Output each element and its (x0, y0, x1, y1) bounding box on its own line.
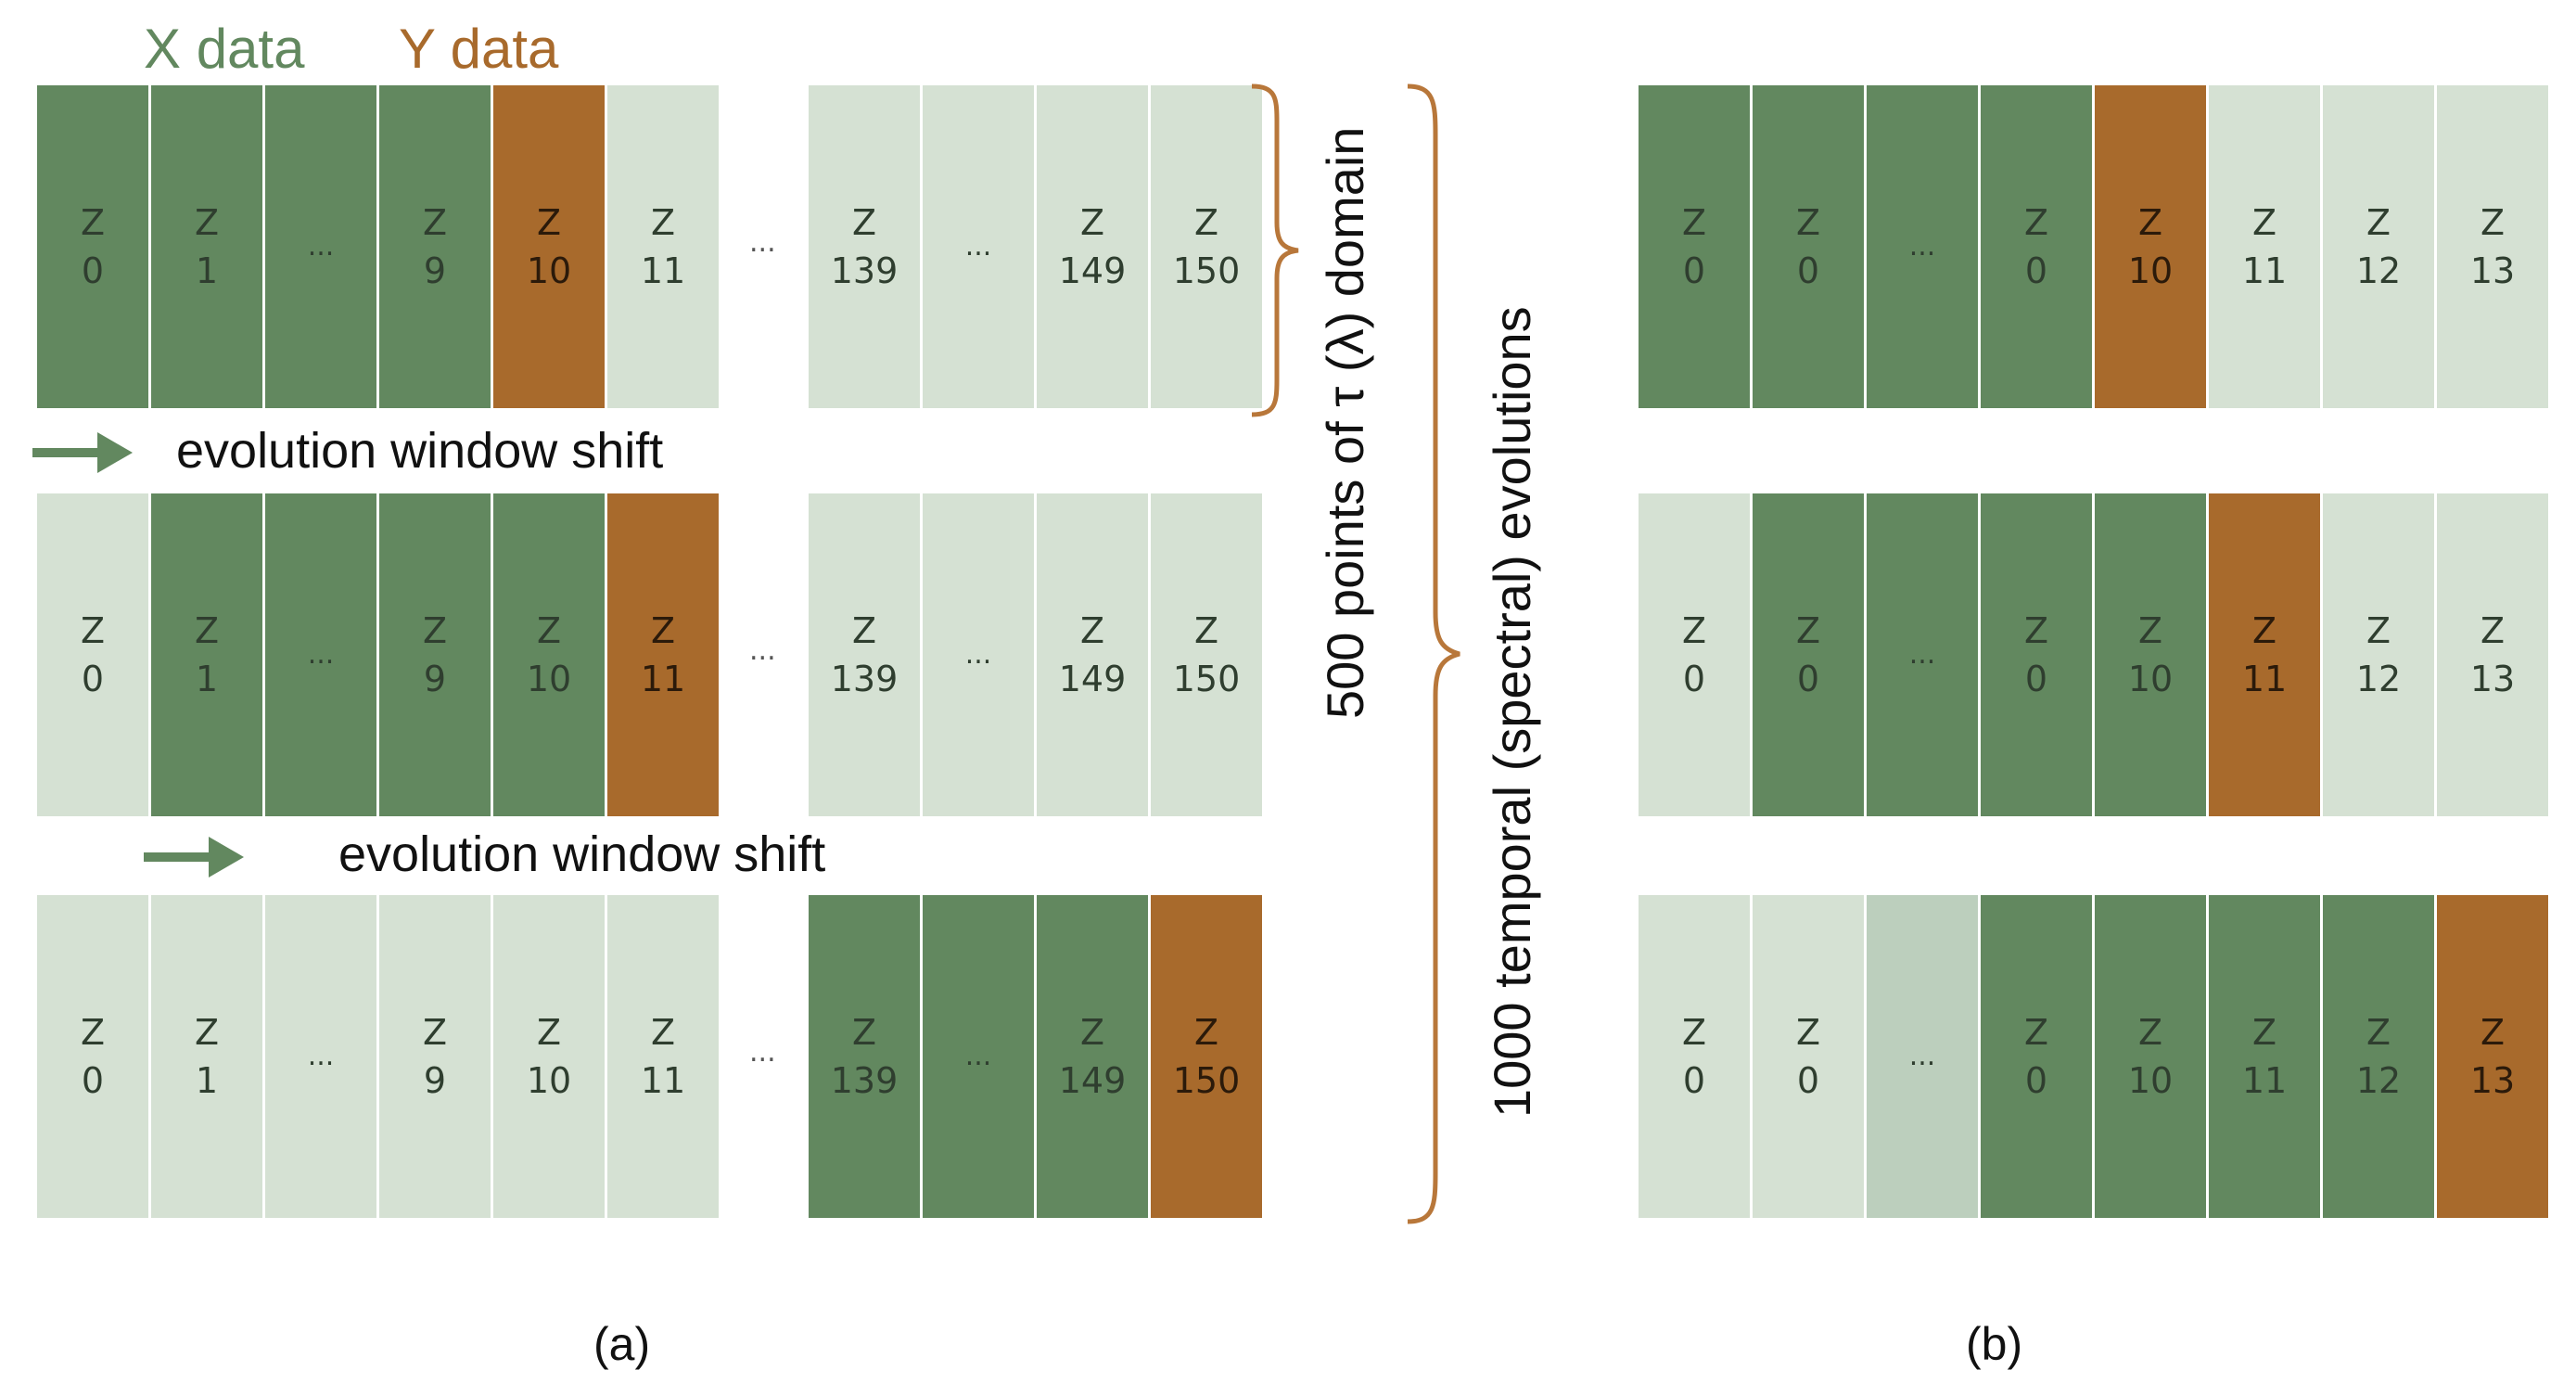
cell-a-0-4: Z 10 (493, 85, 605, 408)
cell-b-0-4: Z 10 (2095, 85, 2206, 408)
cell-a-1-2: ... (265, 493, 376, 816)
points-domain-label: 500 points of τ (λ) domain (1316, 126, 1374, 719)
cell-b-1-6: Z 12 (2323, 493, 2434, 816)
cell-a-0-2: ... (265, 85, 376, 408)
cell-a-2-2: ... (265, 895, 376, 1218)
cell-a-2-5: Z 11 (607, 895, 719, 1218)
cell-b-0-7: Z 13 (2437, 85, 2548, 408)
cell-b-0-6: Z 12 (2323, 85, 2434, 408)
cell-a-2-r2: Z 149 (1037, 895, 1148, 1218)
caption-b: (b) (1966, 1318, 2023, 1370)
shift-label-1: evolution window shift (176, 423, 664, 479)
cell-b-2-7: Z 13 (2437, 895, 2548, 1218)
shift-arrow-icon (32, 432, 133, 473)
evolutions-label: 1000 temporal (spectral) evolutions (1483, 306, 1541, 1118)
cell-a-0-r0: Z 139 (809, 85, 920, 408)
caption-a: (a) (593, 1318, 651, 1370)
cell-b-0-2: ... (1867, 85, 1978, 408)
cell-b-2-5: Z 11 (2209, 895, 2320, 1218)
gap-ellipsis: ... (749, 1036, 776, 1069)
cell-b-0-5: Z 11 (2209, 85, 2320, 408)
cell-a-2-4: Z 10 (493, 895, 605, 1218)
cell-a-0-r1: ... (923, 85, 1034, 408)
cell-b-2-6: Z 12 (2323, 895, 2434, 1218)
brace-icon (1407, 83, 1460, 1224)
cell-a-2-r0: Z 139 (809, 895, 920, 1218)
cell-a-1-r2: Z 149 (1037, 493, 1148, 816)
cell-a-0-r3: Z 150 (1151, 85, 1262, 408)
shift-label-2: evolution window shift (338, 826, 826, 882)
cell-a-2-r1: ... (923, 895, 1034, 1218)
legend-x-data: X data (144, 18, 305, 80)
cell-b-1-4: Z 10 (2095, 493, 2206, 816)
legend-y-data: Y data (399, 18, 559, 80)
cell-a-1-5: Z 11 (607, 493, 719, 816)
cell-a-0-5: Z 11 (607, 85, 719, 408)
cell-a-0-r2: Z 149 (1037, 85, 1148, 408)
gap-ellipsis: ... (749, 634, 776, 667)
cell-a-1-r1: ... (923, 493, 1034, 816)
cell-b-1-7: Z 13 (2437, 493, 2548, 816)
cell-a-1-r0: Z 139 (809, 493, 920, 816)
brace-icon (1251, 83, 1299, 417)
cell-a-1-r3: Z 150 (1151, 493, 1262, 816)
cell-b-2-4: Z 10 (2095, 895, 2206, 1218)
cell-b-1-2: ... (1867, 493, 1978, 816)
cell-a-2-r3: Z 150 (1151, 895, 1262, 1218)
shift-arrow-icon (144, 837, 244, 877)
cell-a-1-4: Z 10 (493, 493, 605, 816)
gap-ellipsis: ... (749, 226, 776, 259)
cell-b-2-2: ... (1867, 895, 1978, 1218)
cell-b-1-5: Z 11 (2209, 493, 2320, 816)
